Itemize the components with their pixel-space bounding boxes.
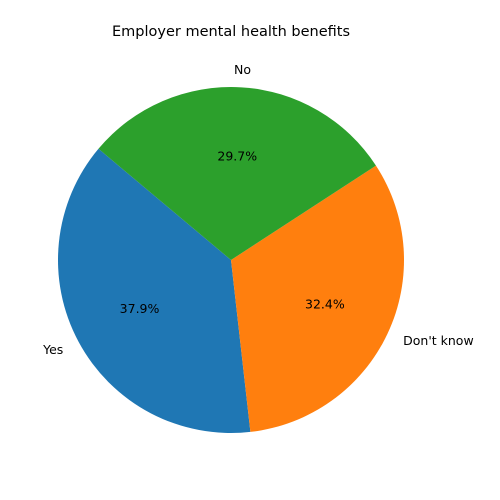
slice-percent-no: 29.7%	[217, 148, 257, 163]
pie-slice-yes	[57, 148, 251, 434]
pie-slice-don-t-know	[231, 165, 404, 432]
slice-percent-yes: 37.9%	[120, 301, 160, 316]
slice-percent-don-t-know: 32.4%	[305, 296, 345, 311]
slice-label-no: No	[234, 62, 251, 77]
slice-label-yes: Yes	[42, 342, 63, 357]
pie-slices	[57, 86, 404, 434]
chart-title: Employer mental health benefits	[112, 24, 350, 40]
slice-label-don-t-know: Don't know	[403, 333, 474, 348]
pie-labels: Yes 37.9% Don't know 32.4% No 29.7%	[42, 62, 474, 357]
pie-slice-no	[98, 86, 376, 260]
